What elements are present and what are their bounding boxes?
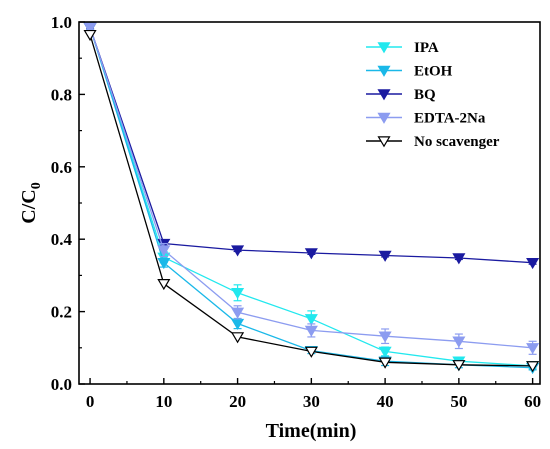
axes: 0 10 20 30 40 50 60 0.0 0.2 0.4 0.6 0.8 1.0	[51, 13, 541, 411]
legend-label: EDTA-2Na	[414, 111, 486, 127]
data-point	[304, 314, 318, 326]
x-tick-label: 20	[229, 392, 246, 411]
data-point	[231, 307, 245, 319]
y-tick-label: 0.8	[51, 85, 72, 104]
data-point	[452, 253, 466, 265]
data-point	[526, 343, 540, 355]
legend-marker	[377, 89, 391, 101]
x-tick-label: 50	[450, 392, 467, 411]
series-edta-2na	[83, 22, 540, 355]
data-point	[231, 332, 245, 344]
y-tick-label: 0.4	[51, 230, 73, 249]
data-point	[157, 245, 171, 257]
legend-marker	[377, 136, 391, 148]
data-point	[83, 22, 97, 34]
data-point	[452, 360, 466, 372]
data-point	[157, 279, 171, 291]
y-tick-label: 1.0	[51, 13, 72, 32]
legend-item: BQ	[366, 87, 436, 103]
legend-label: BQ	[414, 87, 436, 103]
data-point	[231, 318, 245, 330]
data-point	[157, 258, 171, 270]
y-axis-title-subscript: 0	[29, 182, 44, 189]
legend-label: IPA	[414, 40, 439, 56]
x-axis-title: Time(min)	[266, 420, 357, 442]
data-point	[526, 258, 540, 270]
legend-item: EtOH	[366, 64, 453, 80]
y-tick-label: 0.2	[51, 303, 72, 322]
legend-marker	[377, 42, 391, 54]
data-point	[231, 288, 245, 300]
legend-item: IPA	[366, 40, 439, 56]
data-point	[378, 250, 392, 262]
data-point	[304, 325, 318, 337]
data-point	[231, 245, 245, 257]
data-point	[304, 248, 318, 260]
y-axis-title-main: C/C	[18, 189, 40, 223]
data-point	[378, 331, 392, 343]
legend-item: EDTA-2Na	[366, 111, 486, 127]
x-tick-label: 60	[524, 392, 541, 411]
legend: IPA EtOH BQ EDTA-2Na No scavenger	[366, 40, 500, 150]
data-point	[526, 361, 540, 373]
y-axis-title: C/C0	[18, 182, 44, 223]
data-point	[378, 357, 392, 369]
data-point	[452, 336, 466, 348]
plot-area	[83, 22, 540, 375]
x-tick-label: 40	[377, 392, 394, 411]
legend-label: No scavenger	[414, 134, 500, 150]
x-tick-label: 0	[86, 392, 95, 411]
data-point	[304, 346, 318, 358]
y-tick-label: 0.0	[51, 375, 72, 394]
y-tick-label: 0.6	[51, 158, 72, 177]
series-no-scavenger	[83, 29, 540, 373]
x-tick-label: 30	[303, 392, 320, 411]
legend-label: EtOH	[414, 64, 453, 80]
series-line	[89, 27, 533, 349]
series-ipa	[83, 22, 540, 373]
data-point	[83, 29, 97, 42]
legend-marker	[377, 112, 391, 124]
legend-item: No scavenger	[366, 134, 500, 150]
data-point	[378, 346, 392, 358]
legend-marker	[377, 65, 391, 77]
x-tick-label: 10	[155, 392, 172, 411]
